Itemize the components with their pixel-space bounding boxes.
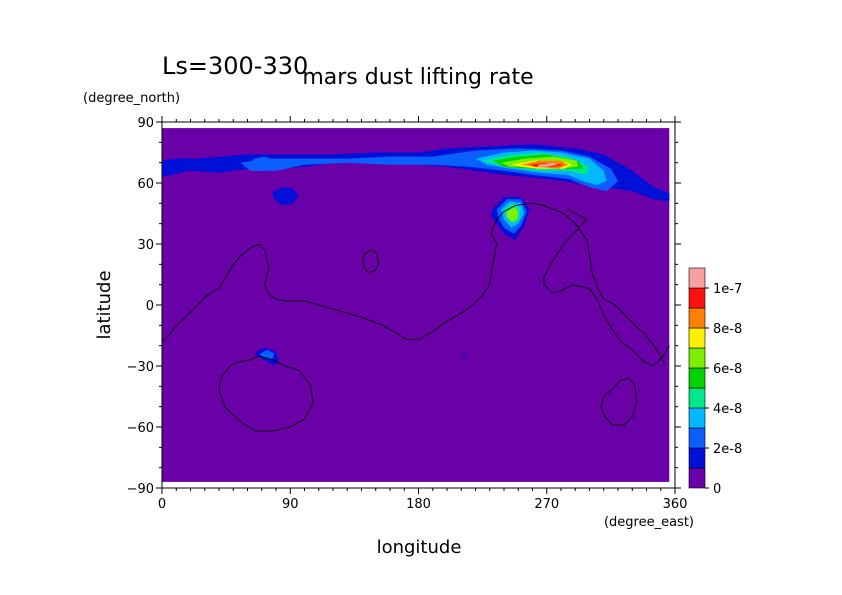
chart-subtitle: Ls=300-330	[162, 52, 308, 80]
y-axis-label: latitude	[94, 270, 115, 339]
colorbar-label: 2e-8	[713, 442, 742, 457]
colorbar-swatch	[688, 387, 706, 409]
y-tick-label: −90	[127, 482, 154, 497]
topography-contours	[162, 202, 670, 432]
colorbar-swatch	[688, 287, 706, 309]
colorbar-swatch	[688, 367, 706, 389]
colorbar-label: 8e-8	[713, 322, 742, 337]
colorbar-swatch	[688, 407, 706, 429]
field-background	[162, 128, 670, 482]
x-axis-unit: (degree_east)	[604, 515, 694, 530]
colorbar-label: 6e-8	[713, 362, 742, 377]
x-tick-label: 270	[534, 497, 559, 512]
colorbar-label: 0	[713, 482, 721, 497]
colorbar-swatch	[688, 427, 706, 449]
y-tick-label: 30	[137, 238, 154, 253]
colorbar-swatch	[688, 267, 706, 289]
colorbar-label: 1e-7	[713, 282, 742, 297]
region-small-blob-90-55	[273, 187, 299, 206]
region-north-band-max	[538, 162, 559, 167]
contour-argyre	[600, 377, 637, 426]
region-blob-250-45-peak	[506, 207, 519, 222]
x-axis-label: longitude	[377, 537, 462, 558]
y-tick-label: 90	[137, 116, 154, 131]
y-tick-label: −60	[127, 421, 154, 436]
y-tick-label: 60	[137, 177, 154, 192]
filled-contours	[162, 128, 670, 482]
axis-ticks: 0 90 180 270 360 90 60 30 0 −30 −60 −90	[127, 116, 688, 512]
region-dot-212	[462, 353, 466, 356]
colorbar-swatch	[688, 447, 706, 469]
region-west-band-edge	[247, 156, 276, 171]
x-tick-label: 180	[406, 497, 431, 512]
colorbar: 0 2e-8 4e-8 6e-8 8e-8 1e-7	[688, 267, 742, 497]
x-tick-label: 90	[282, 497, 299, 512]
colorbar-label: 4e-8	[713, 402, 742, 417]
contour-topography-equatorial	[162, 202, 666, 367]
x-tick-label: 0	[158, 497, 166, 512]
colorbar-swatch	[688, 467, 706, 489]
y-tick-label: 0	[146, 299, 154, 314]
colorbar-swatch	[688, 347, 706, 369]
contour-elysium	[362, 249, 380, 274]
contour-topography-northeast	[543, 209, 670, 367]
y-tick-label: −30	[127, 360, 154, 375]
colorbar-swatch	[688, 327, 706, 349]
contour-hellas	[218, 355, 314, 432]
chart-title: mars dust lifting rate	[302, 65, 533, 90]
y-axis-unit: (degree_north)	[83, 91, 180, 106]
x-tick-label: 360	[663, 497, 688, 512]
colorbar-swatch	[688, 307, 706, 329]
